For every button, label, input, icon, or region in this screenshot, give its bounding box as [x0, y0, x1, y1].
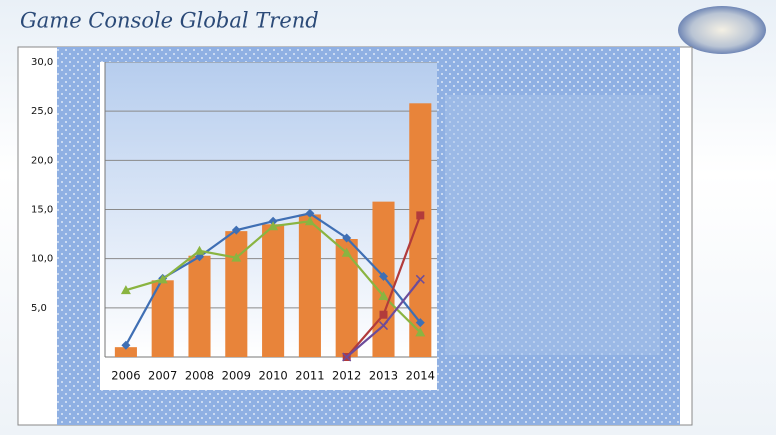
bar — [335, 239, 358, 357]
marker — [195, 252, 204, 262]
x-tick-label: 2006 — [111, 369, 140, 383]
chart-title: Game Console Global Trend — [20, 9, 319, 33]
overlay-panel — [445, 95, 660, 355]
marker — [415, 274, 425, 284]
bar — [225, 231, 248, 357]
y-tick-label: 5,0 — [31, 303, 47, 314]
marker — [120, 285, 131, 295]
marker — [341, 247, 352, 257]
marker — [231, 225, 241, 235]
bar — [262, 224, 285, 357]
y-tick-label: 20,0 — [31, 155, 53, 166]
x-tick-label: 2008 — [185, 369, 214, 383]
marker — [415, 327, 426, 337]
marker — [194, 245, 205, 255]
y-tick-label: 15,0 — [31, 205, 53, 216]
marker — [379, 310, 388, 319]
x-tick-label: 2013 — [369, 369, 398, 383]
y-tick-label: 25,0 — [31, 106, 53, 117]
marker — [416, 211, 425, 220]
y-tick-label: 10,0 — [31, 254, 53, 265]
bar — [298, 214, 321, 357]
marker — [415, 318, 425, 328]
bar — [151, 280, 174, 357]
marker — [378, 291, 389, 301]
marker — [268, 221, 279, 231]
x-tick-label: 2010 — [258, 369, 287, 383]
x-tick-label: 2012 — [332, 369, 361, 383]
marker — [342, 352, 352, 362]
logo — [678, 6, 766, 54]
marker — [378, 321, 389, 331]
marker — [305, 208, 315, 218]
bar — [188, 255, 211, 357]
x-tick-label: 2009 — [222, 369, 251, 383]
marker — [121, 340, 131, 350]
x-tick-label: 2014 — [406, 369, 435, 383]
bar — [409, 103, 432, 357]
marker — [157, 274, 168, 284]
marker — [304, 216, 315, 226]
x-tick-label: 2007 — [148, 369, 177, 383]
y-tick-label: 30,0 — [31, 57, 53, 68]
bar — [114, 347, 137, 357]
marker — [231, 252, 242, 262]
x-tick-label: 2011 — [295, 369, 324, 383]
marker — [379, 271, 388, 281]
marker — [342, 233, 352, 243]
